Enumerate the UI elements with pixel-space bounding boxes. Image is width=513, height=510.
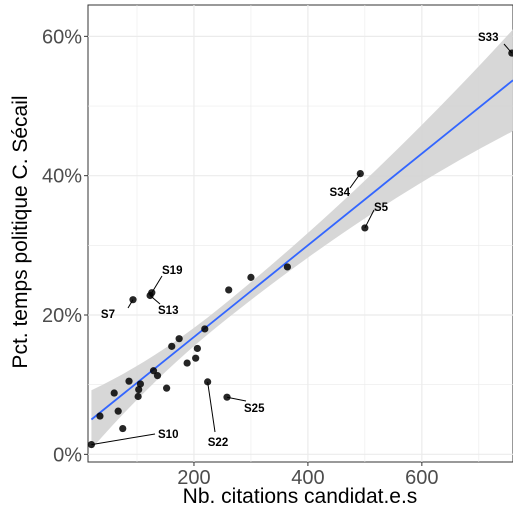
data-point [125,377,133,385]
confidence-band-area [91,29,513,449]
data-point [183,359,191,367]
point-label: S5 [374,202,389,214]
data-point [361,224,369,232]
data-point [135,385,143,394]
data-point [149,367,158,375]
data-point [96,412,104,420]
point-labels: S10 S7 S13 S19 S22 S25 S34 S5 S33 [101,32,499,449]
data-point [87,440,96,449]
data-point [247,273,255,281]
label-leader [207,381,216,433]
confidence-band [91,29,513,449]
x-axis-title: Nb. citations candidat.e.s [183,485,418,508]
data-point [283,263,291,271]
data-point [168,342,176,350]
data-point [204,378,212,386]
y-axis-title: Pct. temps politique C. Sécail [9,95,32,368]
label-leader [91,433,156,446]
data-point [163,384,171,392]
axes: 200 400 600 0% 20% 40% 60% [42,26,439,489]
y-tick-label: 20% [42,305,82,327]
data-point [148,289,156,297]
point-label: S34 [330,187,351,199]
point-label: S33 [478,32,498,44]
data-point [356,169,364,178]
data-point [192,354,200,362]
y-tick-label: 60% [42,26,82,48]
point-label: S25 [244,403,265,415]
data-point [175,335,183,343]
data-point [508,49,513,57]
data-point [223,393,231,401]
x-tick-label: 400 [291,467,324,489]
point-label: S13 [158,305,178,317]
data-points [87,49,513,449]
point-label: S7 [101,309,115,321]
point-label: S10 [158,429,178,441]
data-point [201,325,209,333]
x-tick-label: 600 [405,467,438,489]
point-label: S22 [208,437,228,449]
data-point [193,344,201,353]
fit-line-group [90,79,513,421]
y-tick-label: 40% [42,166,82,188]
data-point [225,286,233,294]
plot-panel [87,4,513,463]
x-tick-label: 200 [177,467,210,489]
data-point [114,407,122,415]
data-point [119,424,127,433]
data-point [153,372,162,380]
data-point [134,392,142,401]
data-point [110,389,118,397]
data-point [136,380,145,388]
data-point [129,296,137,304]
y-tick-label: 0% [53,444,82,466]
point-label: S19 [162,265,182,277]
fit-line [90,79,513,421]
